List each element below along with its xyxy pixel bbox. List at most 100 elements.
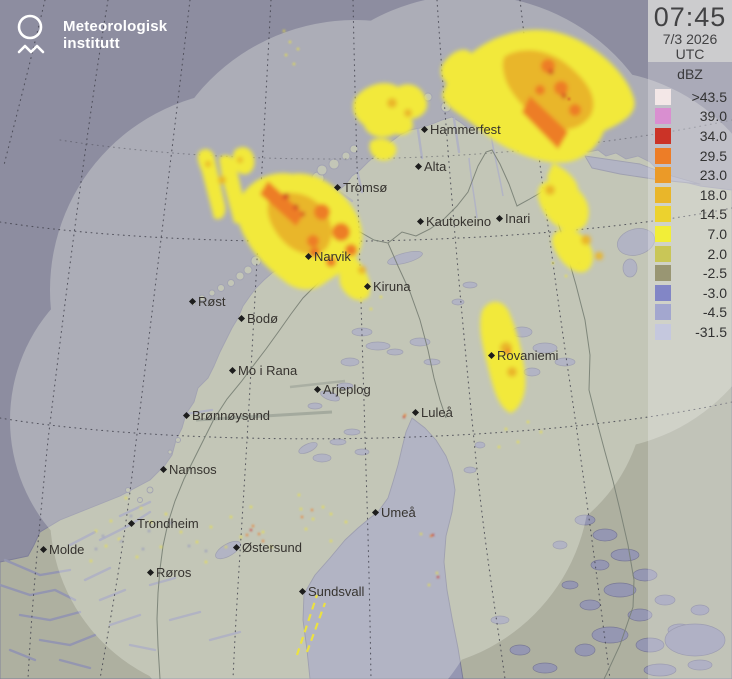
city-name: Narvik — [314, 249, 351, 264]
city-name: Røst — [198, 294, 226, 309]
city-marker: Alta — [414, 159, 447, 174]
city-diamond-icon — [146, 568, 155, 577]
legend-item: >43.5 — [648, 87, 732, 107]
legend-swatch — [655, 127, 671, 144]
city-diamond-icon — [495, 214, 504, 223]
city-diamond-icon — [371, 508, 380, 517]
precipitation — [90, 29, 635, 656]
city-marker: Hammerfest — [420, 122, 501, 137]
city-diamond-icon — [127, 519, 136, 528]
legend-item: 7.0 — [648, 224, 732, 244]
legend-swatch — [655, 225, 671, 242]
legend-swatch — [655, 108, 671, 125]
legend-item: 14.5 — [648, 205, 732, 225]
city-name: Bodø — [247, 311, 279, 326]
legend-item: 29.5 — [648, 146, 732, 166]
legend-item: 18.0 — [648, 185, 732, 205]
city-marker: Molde — [39, 542, 84, 557]
legend-swatch — [655, 284, 671, 301]
org-name-line2: institutt — [63, 35, 120, 52]
city-diamond-icon — [411, 408, 420, 417]
radar-artifacts — [195, 379, 346, 422]
city-name: Sundsvall — [308, 584, 365, 599]
date-value: 7/3 2026 — [662, 31, 718, 47]
city-diamond-icon — [416, 217, 425, 226]
city-name: Trondheim — [137, 516, 199, 531]
city-diamond-icon — [333, 183, 342, 192]
time-value: 07:45 — [653, 2, 727, 32]
city-name: Rovaniemi — [497, 348, 559, 363]
org-name: Meteorologisk institutt — [63, 12, 167, 58]
city-diamond-icon — [182, 411, 191, 420]
legend-value: >43.5 — [691, 88, 727, 105]
legend-value: -31.5 — [695, 323, 727, 340]
city-marker: Mo i Rana — [228, 363, 298, 378]
city-diamond-icon — [363, 282, 372, 291]
legend-value: 39.0 — [699, 108, 727, 125]
legend-swatch — [655, 304, 671, 321]
city-name: Kautokeino — [426, 214, 492, 229]
city-marker: Umeå — [371, 505, 416, 520]
legend-item: -3.0 — [648, 283, 732, 303]
legend-value: -2.5 — [702, 265, 727, 282]
legend-swatch — [655, 206, 671, 223]
city-name: Luleå — [421, 405, 453, 420]
city-marker: Rovaniemi — [487, 348, 559, 363]
city-name: Umeå — [381, 505, 416, 520]
gulf-of-bothnia — [302, 155, 701, 679]
city-marker: Røros — [146, 565, 192, 580]
city-marker: Kiruna — [363, 279, 411, 294]
city-marker: Brønnøysund — [182, 408, 270, 423]
city-name: Kiruna — [373, 279, 411, 294]
legend-value: -4.5 — [702, 304, 727, 321]
city-name: Østersund — [242, 540, 302, 555]
legend-value: 23.0 — [699, 167, 727, 184]
legend-swatch — [655, 245, 671, 262]
city-marker: Arjeplog — [313, 382, 371, 397]
legend-swatch — [655, 265, 671, 282]
city-marker: Sundsvall — [298, 584, 365, 599]
city-marker: Luleå — [411, 405, 453, 420]
legend-swatch — [655, 186, 671, 203]
city-name: Hammerfest — [430, 122, 501, 137]
city-name: Røros — [156, 565, 192, 580]
org-name-line1: Meteorologisk — [63, 18, 168, 35]
city-diamond-icon — [420, 125, 429, 134]
city-diamond-icon — [232, 543, 241, 552]
city-name: Tromsø — [343, 180, 388, 195]
legend-value: -3.0 — [702, 284, 727, 301]
city-name: Namsos — [169, 462, 217, 477]
legend-value: 2.0 — [707, 245, 727, 262]
city-diamond-icon — [188, 297, 197, 306]
timezone-label: UTC — [675, 46, 705, 62]
city-marker: Namsos — [159, 462, 217, 477]
lakes — [215, 228, 726, 677]
legend-value: 18.0 — [699, 186, 727, 203]
legend-item: 39.0 — [648, 107, 732, 127]
legend-item: -31.5 — [648, 322, 732, 342]
city-marker: Kautokeino — [416, 214, 492, 229]
legend-item: -4.5 — [648, 303, 732, 323]
dbz-legend: >43.5 39.0 34.0 29.5 23.0 18.0 14.5 7.0 2.0 -2.5 -… — [648, 87, 732, 342]
city-diamond-icon — [414, 162, 423, 171]
city-diamond-icon — [298, 587, 307, 596]
city-name: Alta — [424, 159, 447, 174]
met-institute-logo: Meteorologisk institutt — [12, 12, 167, 58]
city-diamond-icon — [228, 366, 237, 375]
city-name: Inari — [505, 211, 531, 226]
legend-value: 29.5 — [699, 147, 727, 164]
city-marker: Narvik — [304, 249, 351, 264]
legend-value: 34.0 — [699, 127, 727, 144]
legend-swatch — [655, 323, 671, 340]
city-diamond-icon — [487, 351, 496, 360]
legend-swatch — [655, 167, 671, 184]
city-diamond-icon — [39, 545, 48, 554]
city-name: Mo i Rana — [238, 363, 298, 378]
legend-swatch — [655, 88, 671, 105]
city-diamond-icon — [159, 465, 168, 474]
met-logo-icon — [17, 14, 45, 54]
legend-value: 14.5 — [699, 206, 727, 223]
